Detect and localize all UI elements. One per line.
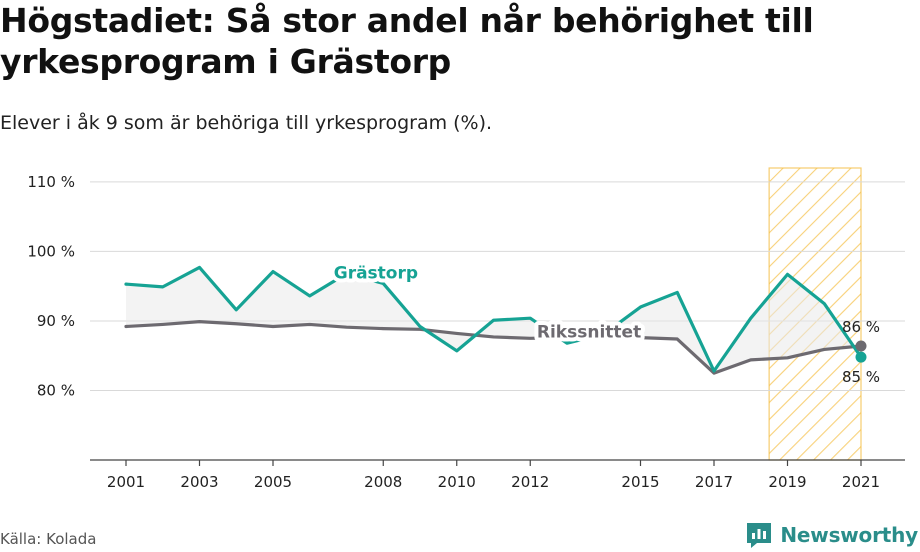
end-marker-grastorp [855,351,867,363]
end-label-rikssnittet: 86 % [842,318,880,336]
x-tick-label: 2010 [438,473,476,491]
y-tick-label: 100 % [27,242,75,260]
x-tick-label: 2008 [364,473,402,491]
x-tick-label: 2019 [768,473,806,491]
y-tick-label: 110 % [27,173,75,191]
x-tick-label: 2017 [695,473,733,491]
series-label-rikssnittet-halo: Rikssnittet [537,323,641,343]
series-label-grastorp-halo: Grästorp [334,264,418,284]
chart-title: Högstadiet: Så stor andel når behörighet… [0,1,814,81]
source-note: Källa: Kolada [0,530,97,548]
chart-subtitle: Elever i åk 9 som är behöriga till yrkes… [0,112,493,134]
series-label-rikssnittet: Rikssnittet [537,323,641,343]
y-tick-label: 80 % [37,381,75,399]
x-tick-label: 2021 [842,473,880,491]
newsworthy-logo: Newsworthy [744,520,918,550]
x-tick-label: 2015 [621,473,659,491]
end-marker-rikssnittet [855,340,867,352]
x-tick-label: 2001 [107,473,145,491]
x-tick-label: 2012 [511,473,549,491]
end-label-grastorp: 85 % [842,368,880,386]
x-tick-label: 2005 [254,473,292,491]
series-label-grastorp: Grästorp [334,264,418,284]
newsworthy-logo-icon [747,523,772,548]
brand-name: Newsworthy [780,523,918,547]
y-tick-label: 90 % [37,312,75,330]
x-tick-label: 2003 [180,473,218,491]
